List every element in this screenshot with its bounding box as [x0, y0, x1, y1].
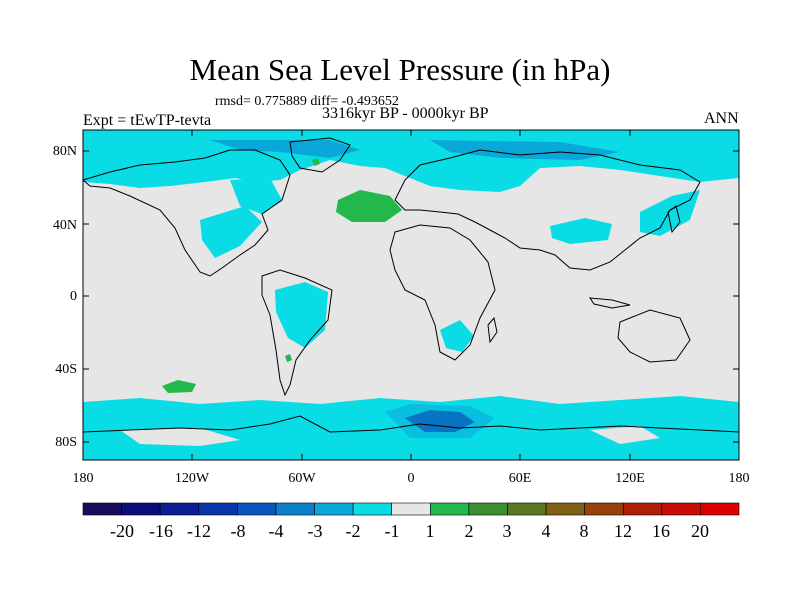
colorbar-swatch: [429, 502, 470, 516]
africa-anomaly: [440, 320, 474, 352]
coastline-antarctica: [83, 415, 739, 433]
colorbar-label: -16: [149, 521, 173, 541]
coastlines: [83, 137, 739, 433]
lon-tick-label: 0: [408, 471, 415, 486]
coastline-south-america: [261, 269, 333, 397]
colorbar-label: -12: [187, 521, 211, 541]
coastline-eurasia: [394, 149, 701, 271]
lat-tick-label: 0: [70, 289, 77, 304]
antarctic-neutral-patch: [120, 428, 240, 446]
north-positive-anomaly: [312, 158, 320, 166]
colorbar-swatch: [159, 502, 200, 516]
siberian-anomaly: [430, 140, 620, 160]
colorbar-labels: -20 -16 -12 -8 -4 -3 -2 -1 1 2 3 4 8 12 …: [110, 521, 709, 541]
coastline-greenland: [289, 137, 351, 173]
colorbar-label: -20: [110, 521, 134, 541]
lat-tick-label: 40N: [53, 218, 77, 233]
map-area: [83, 130, 739, 460]
colorbar-label: -4: [269, 521, 284, 541]
lat-tick-label: 80N: [53, 144, 77, 159]
colorbar-label: -1: [385, 521, 400, 541]
coastline-australia: [617, 309, 691, 363]
colorbar-label: 2: [465, 521, 474, 541]
colorbar-label: 8: [580, 521, 589, 541]
colorbar-swatch: [507, 502, 547, 516]
experiment-label: Expt = tEwTP-tevta: [83, 112, 212, 129]
lon-tick-label: 120E: [615, 471, 645, 486]
colorbar-swatch: [314, 502, 354, 516]
colorbar-swatch: [468, 502, 508, 516]
lon-tick-label: 60W: [288, 471, 316, 486]
colorbar: [82, 502, 740, 516]
colorbar-swatch: [275, 502, 315, 516]
colorbar-swatch: [352, 502, 393, 516]
coastline-japan: [667, 205, 681, 234]
coastline-north-america: [83, 149, 291, 277]
season-label: ANN: [704, 110, 739, 127]
colorbar-label: 12: [614, 521, 632, 541]
lon-tick-label: 60E: [509, 471, 532, 486]
south-america-anomaly: [275, 282, 328, 348]
lon-tick-label: 180: [729, 471, 750, 486]
page-title: Mean Sea Level Pressure (in hPa): [189, 52, 611, 87]
coastline-africa: [389, 224, 496, 361]
colorbar-swatch: [700, 502, 740, 516]
antarctic-neutral-patch: [590, 426, 660, 444]
coastline-indonesia: [589, 297, 631, 309]
colorbar-swatch: [237, 502, 277, 516]
north-america-anomaly: [200, 206, 262, 258]
colorbar-swatch: [121, 502, 161, 516]
colorbar-label: -2: [346, 521, 361, 541]
north-pacific-anomaly: [640, 190, 700, 236]
stats-text: rmsd= 0.775889 diff= -0.493652: [215, 94, 399, 109]
colorbar-swatch: [82, 502, 122, 516]
antarctic-mid-anomaly: [385, 404, 495, 438]
lon-tick-label: 120W: [175, 471, 210, 486]
period-label: 3316kyr BP - 0000kyr BP: [322, 105, 489, 122]
colorbar-swatch: [391, 502, 431, 516]
colorbar-swatch: [661, 502, 701, 516]
colorbar-label: 1: [426, 521, 435, 541]
colorbar-label: 4: [542, 521, 551, 541]
colorbar-swatch: [584, 502, 624, 516]
coastline-madagascar: [487, 316, 498, 344]
south-pacific-positive-anomaly: [162, 380, 196, 393]
lat-tick-label: 40S: [55, 362, 77, 377]
asia-anomaly: [550, 218, 612, 244]
axis-ticks: [82, 130, 740, 460]
colorbar-label: 3: [503, 521, 512, 541]
colorbar-swatch: [198, 502, 238, 516]
colorbar-swatch: [622, 502, 663, 516]
colorbar-swatch: [545, 502, 585, 516]
colorbar-label: 20: [691, 521, 709, 541]
colorbar-label: 16: [652, 521, 670, 541]
arctic-core-anomaly: [210, 140, 360, 158]
colorbar-label: -8: [231, 521, 246, 541]
south-america-positive-anomaly: [285, 354, 292, 362]
north-atlantic-positive-anomaly: [336, 190, 402, 222]
lon-tick-label: 180: [73, 471, 94, 486]
colorbar-label: -3: [308, 521, 323, 541]
lat-tick-label: 80S: [55, 435, 77, 450]
hudson-anomaly: [230, 178, 282, 214]
